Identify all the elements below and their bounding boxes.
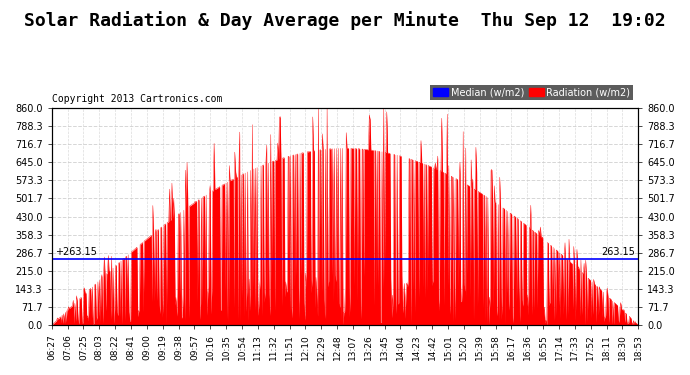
Text: Copyright 2013 Cartronics.com: Copyright 2013 Cartronics.com [52,94,222,104]
Text: Solar Radiation & Day Average per Minute  Thu Sep 12  19:02: Solar Radiation & Day Average per Minute… [24,11,666,30]
Text: 263.15: 263.15 [602,247,635,257]
Legend: Median (w/m2), Radiation (w/m2): Median (w/m2), Radiation (w/m2) [431,84,633,100]
Text: +263.15: +263.15 [55,247,97,257]
